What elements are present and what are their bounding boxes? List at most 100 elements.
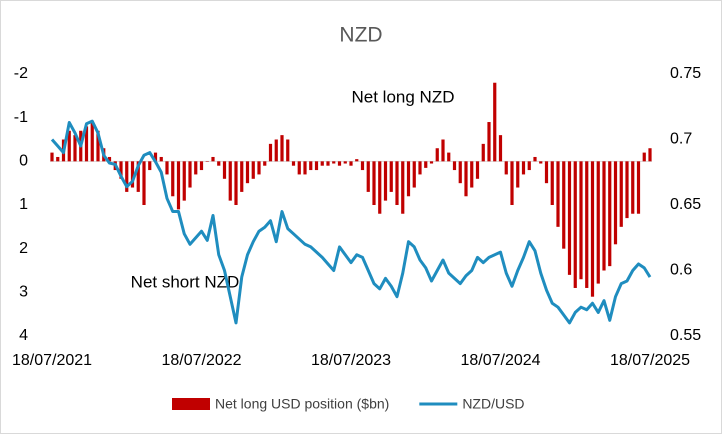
bar <box>96 130 100 162</box>
bar <box>84 126 89 162</box>
bar <box>165 161 169 175</box>
bar <box>573 161 577 288</box>
bar <box>429 161 434 164</box>
bar <box>50 152 54 162</box>
bar <box>424 161 428 168</box>
bar <box>493 82 497 162</box>
bar <box>567 161 572 275</box>
bar <box>280 135 284 162</box>
bar <box>320 161 324 166</box>
legend-label: NZD/USD <box>462 396 524 412</box>
bar <box>136 161 140 192</box>
bar <box>406 161 411 197</box>
bar <box>590 161 595 297</box>
y2-tick-label: 0.7 <box>670 131 692 148</box>
bar <box>464 161 468 197</box>
bar <box>125 161 129 192</box>
bar <box>418 161 422 175</box>
bar <box>585 161 589 288</box>
bar <box>274 139 278 162</box>
y-tick-label: 2 <box>19 240 28 257</box>
bar <box>487 122 491 162</box>
bar <box>648 148 652 162</box>
bar <box>297 161 301 175</box>
bar <box>176 161 181 210</box>
bar <box>159 156 163 162</box>
bar <box>544 161 549 184</box>
y-tick-label: 3 <box>19 284 28 301</box>
bar <box>228 161 232 201</box>
y-tick-label: 0 <box>19 153 28 170</box>
bar <box>395 161 399 205</box>
bar <box>596 161 600 284</box>
bar <box>67 130 71 162</box>
bar <box>314 161 319 171</box>
annotation: Net short NZD <box>131 272 240 291</box>
bar <box>360 161 365 171</box>
bar <box>199 161 204 171</box>
bar <box>309 161 313 171</box>
legend-label: Net long USD position ($bn) <box>215 396 389 412</box>
bar <box>349 161 353 166</box>
bar <box>504 161 508 175</box>
y2-tick-label: 0.75 <box>670 65 701 82</box>
bar <box>562 161 566 249</box>
bar <box>619 161 623 227</box>
y-tick-label: 1 <box>19 196 28 213</box>
bar <box>470 161 474 188</box>
chart-title: NZD <box>339 24 382 47</box>
x-tick-label: 18/07/2022 <box>161 352 241 369</box>
bar <box>378 161 382 214</box>
x-tick-label: 18/07/2023 <box>311 352 391 369</box>
bar <box>441 139 445 162</box>
bar <box>556 161 560 227</box>
x-tick-label: 18/07/2021 <box>12 352 92 369</box>
bar <box>90 122 94 162</box>
x-tick-label: 18/07/2024 <box>460 352 540 369</box>
bar <box>217 161 221 166</box>
bar <box>458 161 462 184</box>
bar <box>130 161 135 188</box>
bar <box>366 161 370 192</box>
bar <box>372 161 376 205</box>
bar <box>194 161 198 175</box>
bar <box>498 135 503 162</box>
bar <box>539 161 543 164</box>
bar <box>245 161 250 184</box>
legend-swatch <box>172 398 210 410</box>
bar <box>240 161 244 192</box>
bar <box>550 161 554 205</box>
bar <box>401 161 405 214</box>
y2-tick-label: 0.6 <box>670 262 692 279</box>
annotation: Net long NZD <box>352 87 455 106</box>
bar <box>389 161 393 192</box>
bar <box>452 161 457 171</box>
bar <box>56 156 60 162</box>
bar <box>613 161 618 245</box>
y2-tick-label: 0.65 <box>670 196 701 213</box>
bar <box>343 161 347 164</box>
bar <box>383 161 388 201</box>
bar <box>148 161 152 171</box>
bar <box>337 161 342 166</box>
bar <box>602 161 606 271</box>
bar <box>631 161 635 214</box>
bar <box>579 161 583 280</box>
bar <box>286 139 290 162</box>
y-tick-label: 4 <box>19 327 28 344</box>
bar <box>257 161 261 175</box>
bar <box>234 161 238 205</box>
bar <box>153 152 158 162</box>
bar <box>355 159 359 162</box>
bar <box>222 161 227 179</box>
bar <box>521 161 526 175</box>
bar <box>142 161 146 205</box>
bar <box>412 161 416 188</box>
bar <box>527 161 531 171</box>
bar <box>119 161 123 179</box>
bar <box>435 148 439 162</box>
bar <box>188 161 192 188</box>
bar <box>481 143 485 162</box>
